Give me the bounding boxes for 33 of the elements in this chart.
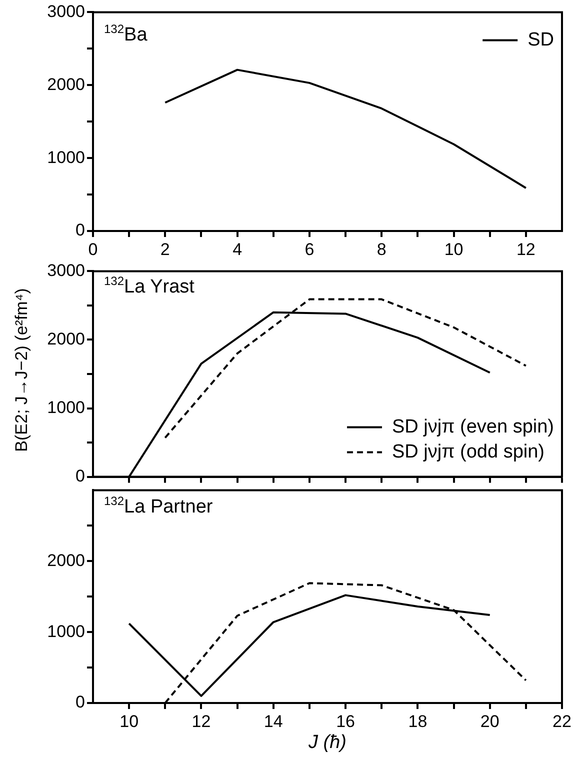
y-tick-label: 0 [76,692,85,712]
annotation: $^{132}$La Yrast [104,274,194,298]
annotation: $^{132}$La Partner [104,494,213,518]
x-tick-label: 12 [516,240,536,259]
x-tick-label: 2 [160,240,170,259]
x-tick-label: 22 [552,712,572,731]
x-tick-label: 20 [480,712,500,731]
x-tick-label: 18 [408,712,428,731]
y-tick-label: 1000 [47,622,85,641]
y-axis-title: B(E2; J→J−2) (e²fm⁴) [12,288,32,452]
y-tick-label: 3000 [47,260,85,280]
legend-label: SD [528,29,554,50]
x-axis-title: J (ħ) [308,732,346,753]
x-tick-label: 16 [336,712,355,731]
y-tick-label: 2000 [47,74,85,94]
x-tick-label: 10 [120,712,139,731]
x-tick-label: 6 [304,240,314,259]
y-tick-label: 1000 [47,398,85,417]
y-tick-label: 0 [76,220,85,240]
x-tick-label: 12 [192,712,211,731]
x-tick-label: 8 [376,240,386,259]
y-tick-label: 1000 [47,148,85,167]
y-tick-label: 0 [76,466,85,486]
legend-label: SD jνjπ (even spin) [392,416,554,438]
x-tick-label: 4 [232,240,242,259]
legend-label: SD jνjπ (odd spin) [392,442,545,463]
annotation: $^{132}$Ba [104,22,148,46]
y-tick-label: 2000 [47,550,85,570]
x-tick-label: 10 [444,240,464,259]
y-tick-label: 3000 [47,2,85,21]
x-tick-label: 0 [88,240,98,259]
x-tick-label: 14 [264,712,283,731]
y-tick-label: 2000 [47,329,85,348]
